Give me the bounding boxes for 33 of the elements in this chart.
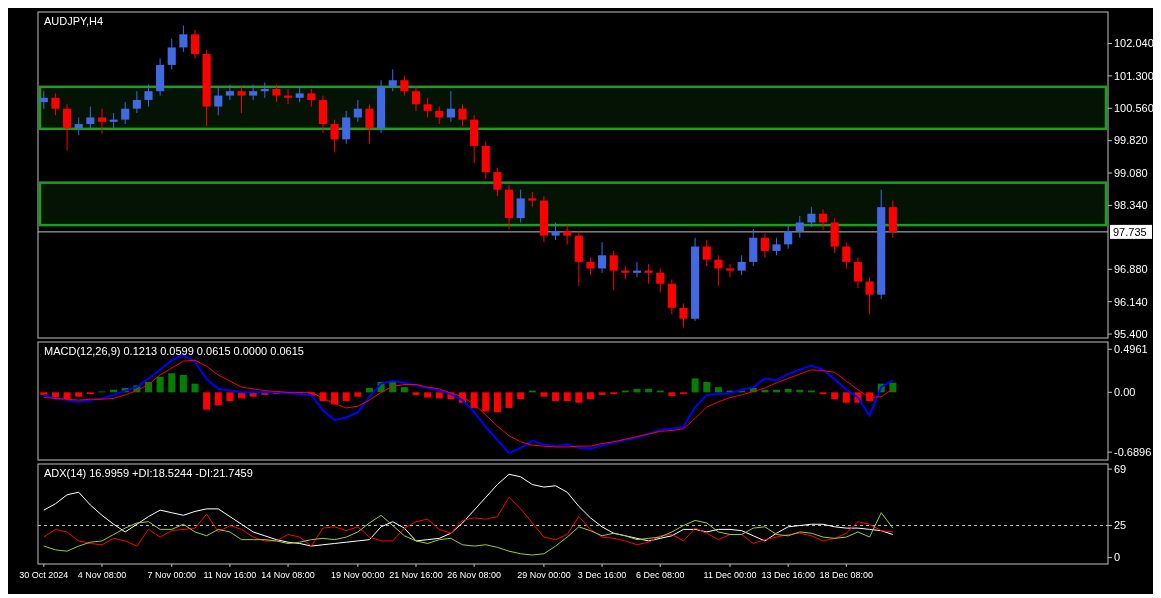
y-tick-label: 25 [1114, 519, 1127, 532]
x-tick-label: 30 Oct 2024 [19, 570, 69, 580]
ref-line-label: 97.735 [1113, 225, 1147, 238]
x-tick-label: 4 Nov 08:00 [77, 570, 127, 580]
y-tick-label: 95.400 [1114, 327, 1148, 340]
chart-title: ADX(14) 16.9959 +DI:18.5244 -DI:21.7459 [44, 467, 253, 479]
x-tick-label: 29 Nov 00:00 [517, 570, 571, 580]
y-tick-label: 0 [1114, 551, 1121, 564]
y-tick-label: 0.00 [1114, 386, 1136, 399]
y-tick-label: 98.340 [1114, 199, 1148, 212]
y-tick-label: 99.080 [1114, 166, 1148, 179]
x-tick-label: 11 Nov 16:00 [203, 570, 257, 580]
y-tick-label: 0.4961 [1114, 343, 1148, 356]
x-tick-label: 14 Nov 08:00 [261, 570, 315, 580]
x-tick-label: 19 Nov 00:00 [331, 570, 385, 580]
y-tick-label: 102.040 [1114, 37, 1154, 50]
x-tick-label: 7 Nov 00:00 [147, 570, 197, 580]
y-tick-label: 96.880 [1114, 263, 1148, 276]
x-tick-label: 11 Dec 00:00 [703, 570, 757, 580]
y-tick-label: 99.820 [1114, 134, 1148, 147]
y-tick-label: 96.140 [1114, 295, 1148, 308]
y-tick-label: 69 [1114, 462, 1127, 475]
chart-title: MACD(12,26,9) 0.1213 0.0599 0.0615 0.0000 0.0615 [44, 345, 304, 357]
x-tick-label: 18 Dec 08:00 [819, 570, 874, 580]
y-tick-label: 100.560 [1114, 102, 1154, 115]
x-tick-label: 26 Nov 08:00 [447, 570, 501, 580]
x-tick-label: 13 Dec 16:00 [761, 570, 815, 580]
chart-title: AUDJPY,H4 [44, 15, 104, 27]
y-tick-label: -0.6896 [1114, 446, 1152, 459]
x-tick-label: 21 Nov 16:00 [389, 570, 443, 580]
y-tick-label: 101.300 [1114, 69, 1154, 82]
x-tick-label: 3 Dec 16:00 [577, 570, 627, 580]
x-tick-label: 6 Dec 08:00 [635, 570, 685, 580]
